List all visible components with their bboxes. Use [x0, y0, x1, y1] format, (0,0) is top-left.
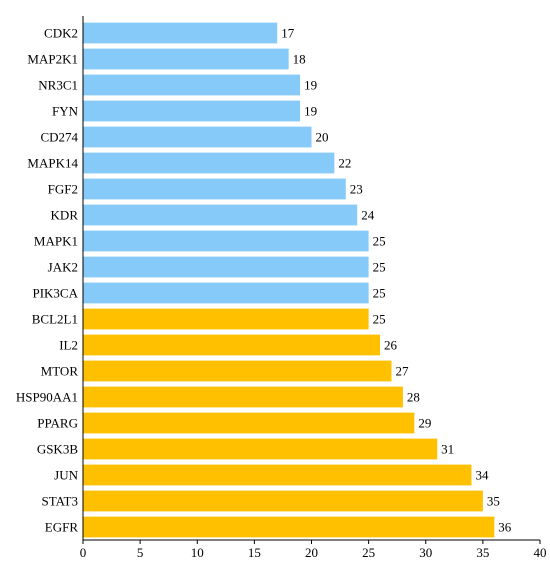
- category-label: GSK3B: [37, 442, 79, 457]
- value-label: 22: [338, 156, 351, 171]
- value-label: 34: [475, 468, 489, 483]
- value-label: 25: [373, 286, 386, 301]
- x-tick-label: 10: [191, 545, 204, 560]
- value-label: 27: [395, 364, 409, 379]
- category-label: STAT3: [41, 494, 78, 509]
- x-tick-label: 40: [534, 545, 547, 560]
- x-tick-label: 25: [362, 545, 375, 560]
- bar-stat3: [83, 490, 483, 512]
- value-label: 18: [293, 52, 306, 67]
- bar-bcl2l1: [83, 308, 369, 330]
- category-label: JUN: [54, 468, 78, 483]
- value-label: 25: [373, 234, 386, 249]
- bar-fyn: [83, 100, 301, 122]
- category-label: HSP90AA1: [16, 390, 78, 405]
- bars-group: [83, 22, 495, 538]
- category-label: MTOR: [41, 364, 79, 379]
- value-label: 25: [373, 260, 386, 275]
- bar-nr3c1: [83, 74, 301, 96]
- value-label: 19: [304, 78, 317, 93]
- category-label: KDR: [51, 208, 79, 223]
- bar-mapk14: [83, 152, 335, 174]
- value-label: 31: [441, 442, 454, 457]
- value-labels-group: 17 18 19 19 20 22 23 24 25 25 25 25 26 27 28 29 31 34 35 36: [281, 26, 512, 535]
- value-label: 26: [384, 338, 398, 353]
- category-label: MAPK14: [27, 156, 78, 171]
- value-label: 36: [498, 520, 512, 535]
- bar-jak2: [83, 256, 369, 278]
- bar-fgf2: [83, 178, 346, 200]
- value-label: 28: [407, 390, 420, 405]
- axes-group: 0 5 10 15 20 25 30 35 40: [80, 16, 547, 560]
- x-tick-label: 35: [476, 545, 489, 560]
- value-label: 35: [487, 494, 500, 509]
- category-label: CD274: [40, 130, 78, 145]
- category-label: CDK2: [44, 26, 78, 41]
- category-label: BCL2L1: [32, 312, 78, 327]
- value-label: 19: [304, 104, 317, 119]
- x-tick-label: 0: [80, 545, 87, 560]
- x-tick-label: 30: [419, 545, 432, 560]
- bar-jun: [83, 464, 472, 486]
- bar-mtor: [83, 360, 392, 382]
- category-label: MAPK1: [34, 234, 78, 249]
- bar-il2: [83, 334, 381, 356]
- bar-hsp90aa1: [83, 386, 403, 408]
- category-labels-group: CDK2 MAP2K1 NR3C1 FYN CD274 MAPK14 FGF2 KDR MAPK…: [16, 26, 79, 535]
- category-label: PIK3CA: [32, 286, 78, 301]
- value-label: 24: [361, 208, 375, 223]
- category-label: MAP2K1: [27, 52, 78, 67]
- x-tick-label: 15: [248, 545, 261, 560]
- value-label: 29: [418, 416, 431, 431]
- value-label: 20: [316, 130, 329, 145]
- bar-kdr: [83, 204, 358, 226]
- category-label: PPARG: [37, 416, 78, 431]
- value-label: 23: [350, 182, 363, 197]
- category-label: EGFR: [45, 520, 79, 535]
- bar-egfr: [83, 516, 495, 538]
- x-tick-label: 20: [305, 545, 318, 560]
- bar-cdk2: [83, 22, 278, 44]
- category-label: NR3C1: [38, 78, 78, 93]
- category-label: FGF2: [48, 182, 78, 197]
- category-label: JAK2: [48, 260, 78, 275]
- x-tick-label: 5: [137, 545, 144, 560]
- category-label: FYN: [52, 104, 79, 119]
- bar-map2k1: [83, 48, 289, 70]
- bar-pik3ca: [83, 282, 369, 304]
- bar-pparg: [83, 412, 415, 434]
- bar-cd274: [83, 126, 312, 148]
- value-label: 25: [373, 312, 386, 327]
- category-label: IL2: [59, 338, 78, 353]
- value-label: 17: [281, 26, 295, 41]
- bar-gsk3b: [83, 438, 438, 460]
- bar-mapk1: [83, 230, 369, 252]
